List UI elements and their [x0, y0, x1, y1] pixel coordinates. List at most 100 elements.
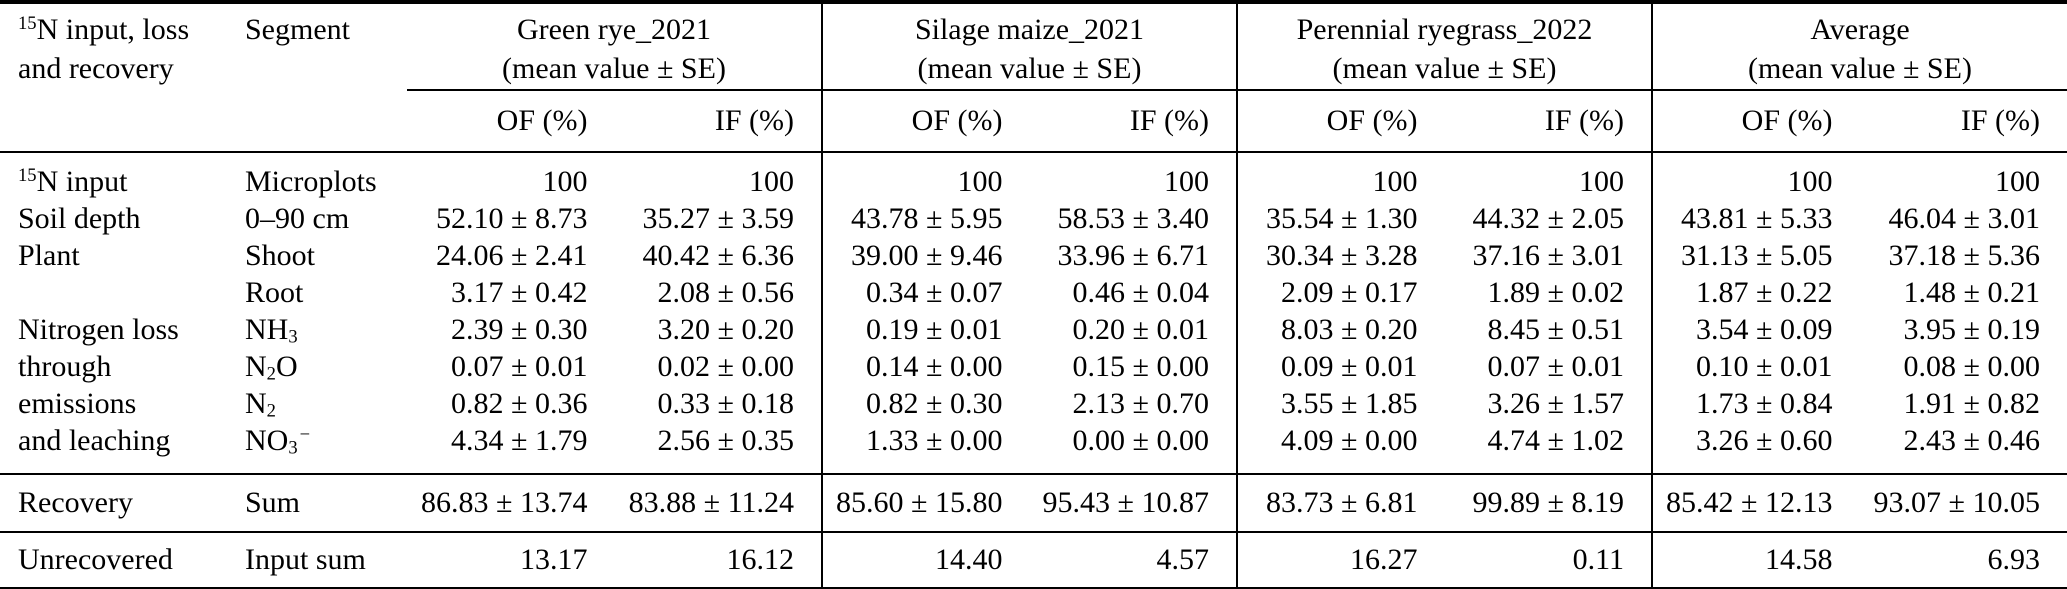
- value-cell: 0.15 ± 0.00: [1072, 350, 1209, 383]
- table-row: Recovery Sum 86.83 ± 13.74 83.88 ± 11.24 85.…: [0, 473, 2067, 533]
- row-segment: Sum: [225, 473, 407, 533]
- subcolumn-of: OF (%): [1651, 90, 1860, 153]
- row-segment: NH3: [245, 313, 298, 348]
- row-label: [0, 274, 225, 311]
- table-row: and leaching NO3− 4.34 ± 1.79 2.56 ± 0.35 1.…: [0, 422, 2067, 474]
- value-cell: 1.87 ± 0.22: [1651, 274, 1860, 311]
- value-cell: 0.07 ± 0.01: [1487, 350, 1624, 383]
- row-segment: Root: [245, 276, 304, 309]
- row-label: and leaching: [18, 424, 171, 457]
- header-line-1: 15N input, loss: [18, 12, 190, 46]
- value-cell: 3.17 ± 0.42: [451, 276, 588, 309]
- header-segment: Segment: [225, 2, 407, 153]
- group-header-perennial-ryegrass-2022: Perennial ryegrass_2022 (mean value ± SE…: [1236, 2, 1652, 91]
- value-cell: 43.81 ± 5.33: [1651, 200, 1860, 237]
- table-row: Root 3.17 ± 0.42 2.08 ± 0.56 0.34 ± 0.07 0.4…: [0, 274, 2067, 311]
- subcolumn-if: IF (%): [1444, 90, 1652, 153]
- subcolumn-of: OF (%): [821, 90, 1030, 153]
- table-row: through N2O 0.07 ± 0.01 0.02 ± 0.00 0.14 ± 0…: [0, 348, 2067, 385]
- group-title: Average: [1810, 13, 1910, 46]
- value-cell: 1.73 ± 0.84: [1651, 385, 1860, 422]
- table-row: Unrecovered Input sum 13.17 16.12 14.40 4.57 1…: [0, 532, 2067, 589]
- value-cell: 4.09 ± 0.00: [1236, 422, 1445, 474]
- unrecovered-section: Unrecovered Input sum 13.17 16.12 14.40 4.57 1…: [0, 532, 2067, 589]
- row-label: 15N input: [18, 164, 128, 198]
- group-subtitle: (mean value ± SE): [1332, 52, 1557, 85]
- value-cell: 30.34 ± 3.28: [1236, 237, 1445, 274]
- row-segment: NO3−: [245, 423, 311, 459]
- value-cell: 0.09 ± 0.01: [1236, 348, 1445, 385]
- row-label: Recovery: [0, 473, 225, 533]
- row-segment: Microplots: [245, 165, 377, 198]
- table-row: Plant Shoot 24.06 ± 2.41 40.42 ± 6.36 39.00 …: [0, 237, 2067, 274]
- group-header-row: 15N input, loss and recovery Segment Gre…: [0, 2, 2067, 153]
- subcolumn-if: IF (%): [1029, 90, 1237, 153]
- value-cell: 0.14 ± 0.00: [821, 348, 1030, 385]
- value-cell: 2.13 ± 0.70: [1072, 387, 1209, 420]
- value-cell: 3.26 ± 0.60: [1651, 422, 1860, 474]
- group-header-average: Average (mean value ± SE): [1651, 2, 2067, 91]
- value-cell: 35.54 ± 1.30: [1236, 200, 1445, 237]
- value-cell: 33.96 ± 6.71: [1057, 239, 1209, 272]
- table-row: 15N input Microplots 100 100 100 100 100 100 100…: [0, 152, 2067, 200]
- value-cell: 1.89 ± 0.02: [1487, 276, 1624, 309]
- group-header-silage-maize-2021: Silage maize_2021 (mean value ± SE): [821, 2, 1237, 91]
- row-segment: 0–90 cm: [245, 202, 350, 235]
- value-cell: 85.60 ± 15.80: [821, 473, 1030, 533]
- table-body: 15N input Microplots 100 100 100 100 100 100 100…: [0, 152, 2067, 474]
- value-cell: 0.46 ± 0.04: [1072, 276, 1209, 309]
- value-cell: 8.45 ± 0.51: [1487, 313, 1624, 346]
- value-cell: 2.56 ± 0.35: [657, 424, 794, 457]
- value-cell: 14.58: [1651, 532, 1860, 589]
- value-cell: 4.34 ± 1.79: [451, 424, 588, 457]
- row-label: Plant: [18, 239, 80, 272]
- value-cell: 0.82 ± 0.36: [451, 387, 588, 420]
- subcolumn-if: IF (%): [614, 90, 822, 153]
- value-cell: 0.00 ± 0.00: [1072, 424, 1209, 457]
- value-cell: 0.34 ± 0.07: [821, 274, 1030, 311]
- row-segment: N2O: [245, 350, 298, 385]
- header-n15-input-loss-recovery: 15N input, loss and recovery: [0, 2, 225, 153]
- value-cell: 0.11: [1572, 543, 1624, 576]
- value-cell: 14.40: [821, 532, 1030, 589]
- value-cell: 8.03 ± 0.20: [1236, 311, 1445, 348]
- value-cell: 93.07 ± 10.05: [1859, 473, 2067, 533]
- value-cell: 1.91 ± 0.82: [1903, 387, 2040, 420]
- group-title: Silage maize_2021: [914, 13, 1145, 46]
- value-cell: 3.20 ± 0.20: [657, 313, 794, 346]
- row-segment: Shoot: [245, 239, 316, 272]
- value-cell: 0.02 ± 0.00: [657, 350, 794, 383]
- value-cell: 16.27: [1236, 532, 1445, 589]
- value-cell: 13.17: [520, 543, 588, 576]
- value-cell: 100: [1579, 165, 1624, 198]
- table-row: Nitrogen loss NH3 2.39 ± 0.30 3.20 ± 0.20 0.…: [0, 311, 2067, 348]
- value-cell: 99.89 ± 8.19: [1444, 473, 1652, 533]
- value-cell: 0.07 ± 0.01: [451, 350, 588, 383]
- value-cell: 6.93: [1987, 543, 2041, 576]
- value-cell: 40.42 ± 6.36: [642, 239, 794, 272]
- group-title: Green rye_2021: [516, 13, 712, 46]
- value-cell: 100: [1164, 165, 1209, 198]
- value-cell: 100: [1995, 165, 2040, 198]
- value-cell: 2.43 ± 0.46: [1903, 424, 2040, 457]
- value-cell: 35.27 ± 3.59: [642, 202, 794, 235]
- value-cell: 0.08 ± 0.00: [1903, 350, 2040, 383]
- value-cell: 100: [821, 152, 1030, 200]
- value-cell: 85.42 ± 12.13: [1651, 473, 1860, 533]
- value-cell: 3.95 ± 0.19: [1903, 313, 2040, 346]
- value-cell: 1.48 ± 0.21: [1903, 276, 2040, 309]
- row-label: Nitrogen loss: [18, 313, 179, 346]
- value-cell: 95.43 ± 10.87: [1029, 473, 1237, 533]
- subcolumn-if: IF (%): [1859, 90, 2067, 153]
- value-cell: 4.74 ± 1.02: [1487, 424, 1624, 457]
- value-cell: 46.04 ± 3.01: [1888, 202, 2040, 235]
- value-cell: 4.57: [1156, 543, 1210, 576]
- header-line-2: and recovery: [18, 52, 174, 85]
- group-subtitle: (mean value ± SE): [502, 52, 726, 85]
- subcolumn-header-row: OF (%) IF (%) OF (%) IF (%) OF (%) IF (%…: [0, 90, 2067, 153]
- value-cell: 16.12: [726, 543, 795, 576]
- group-subtitle: (mean value ± SE): [917, 52, 1142, 85]
- value-cell: 100: [749, 165, 794, 198]
- group-title: Perennial ryegrass_2022: [1296, 13, 1593, 46]
- value-cell: 37.18 ± 5.36: [1888, 239, 2040, 272]
